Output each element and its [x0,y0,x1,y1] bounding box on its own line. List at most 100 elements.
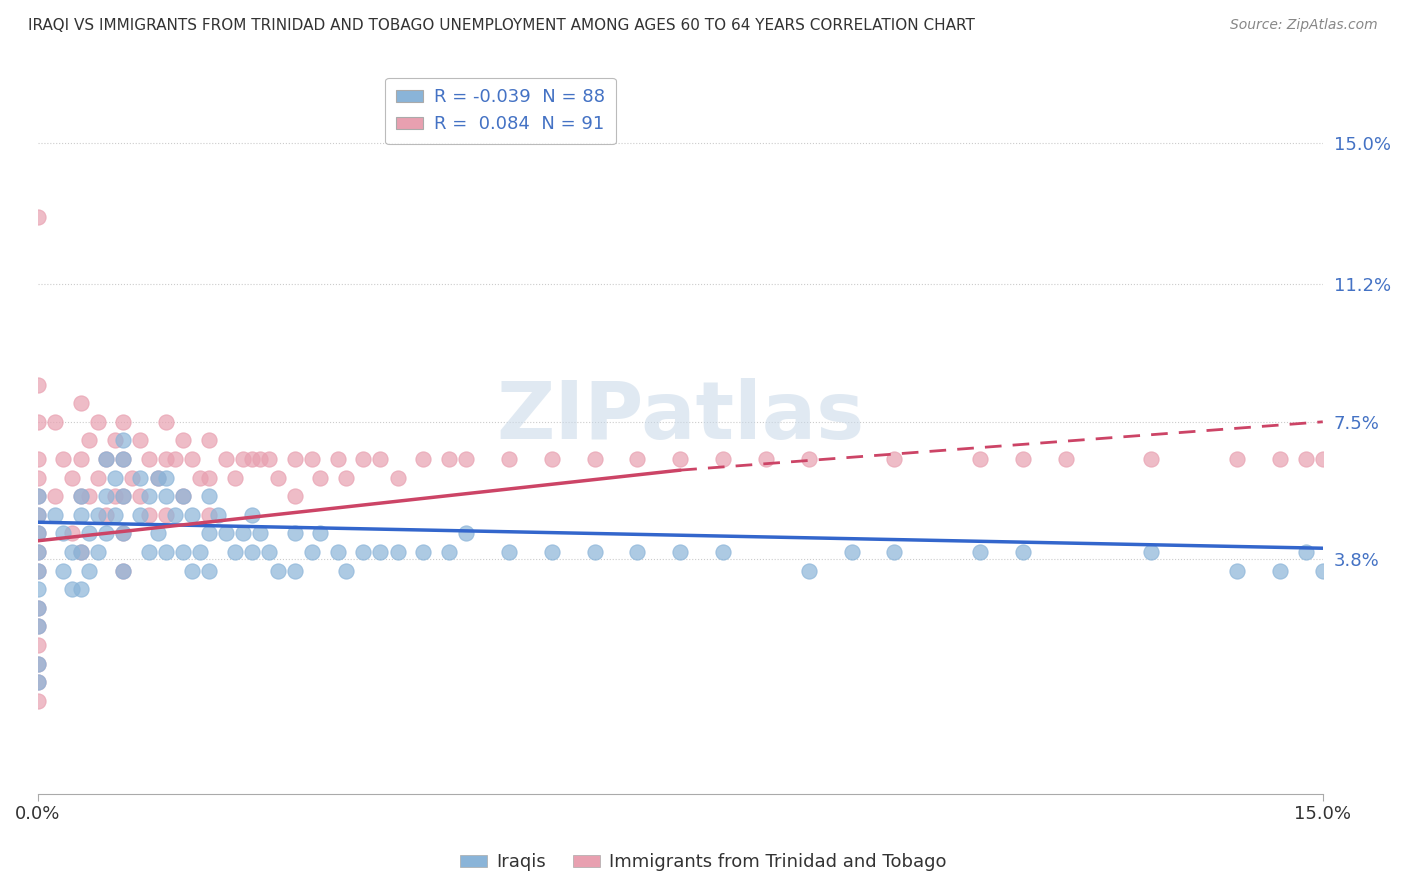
Point [1226,452,1249,467]
Point [797,564,820,578]
Point [69,508,91,522]
Point [309,470,332,484]
Point [96,526,118,541]
Point [112,489,135,503]
Point [27,657,49,671]
Point [52,526,75,541]
Point [498,545,520,559]
Point [163,452,186,467]
Point [224,545,246,559]
Point [112,434,135,448]
Point [146,526,169,541]
Point [215,452,238,467]
Point [1054,452,1077,467]
Point [1268,564,1291,578]
Point [240,508,263,522]
Point [240,545,263,559]
Point [198,489,221,503]
Point [412,452,434,467]
Point [883,545,905,559]
Point [27,564,49,578]
Text: Source: ZipAtlas.com: Source: ZipAtlas.com [1230,18,1378,32]
Point [155,508,177,522]
Point [412,545,434,559]
Point [77,434,100,448]
Point [240,452,263,467]
Point [112,415,135,429]
Point [52,452,75,467]
Point [370,545,392,559]
Point [711,452,734,467]
Point [198,564,221,578]
Point [104,470,127,484]
Point [27,526,49,541]
Point [69,396,91,410]
Point [249,452,271,467]
Point [498,452,520,467]
Point [326,452,349,467]
Point [121,470,143,484]
Legend: Iraqis, Immigrants from Trinidad and Tobago: Iraqis, Immigrants from Trinidad and Tob… [453,847,953,879]
Point [27,675,49,690]
Point [198,470,221,484]
Point [163,508,186,522]
Point [626,545,648,559]
Point [232,526,254,541]
Point [27,452,49,467]
Point [69,545,91,559]
Point [755,452,778,467]
Point [77,489,100,503]
Point [138,545,160,559]
Point [172,434,194,448]
Point [44,415,66,429]
Point [112,526,135,541]
Point [266,470,288,484]
Point [180,564,202,578]
Point [112,526,135,541]
Point [454,526,477,541]
Point [112,452,135,467]
Point [198,526,221,541]
Point [104,508,127,522]
Point [138,489,160,503]
Point [841,545,863,559]
Point [155,545,177,559]
Point [27,638,49,652]
Point [96,508,118,522]
Point [27,619,49,633]
Point [1012,452,1035,467]
Point [27,508,49,522]
Point [352,545,374,559]
Point [301,452,323,467]
Point [112,489,135,503]
Point [1226,564,1249,578]
Point [335,470,357,484]
Point [27,508,49,522]
Point [77,526,100,541]
Point [129,470,152,484]
Point [387,470,409,484]
Point [266,564,288,578]
Point [284,452,307,467]
Point [1140,545,1163,559]
Point [96,452,118,467]
Point [883,452,905,467]
Point [172,489,194,503]
Point [249,526,271,541]
Point [60,545,83,559]
Point [284,489,307,503]
Point [1295,452,1317,467]
Point [138,452,160,467]
Point [60,470,83,484]
Point [215,526,238,541]
Text: ZIPatlas: ZIPatlas [496,377,865,456]
Point [583,545,606,559]
Point [86,545,108,559]
Point [69,452,91,467]
Point [172,489,194,503]
Point [27,211,49,225]
Text: IRAQI VS IMMIGRANTS FROM TRINIDAD AND TOBAGO UNEMPLOYMENT AMONG AGES 60 TO 64 YE: IRAQI VS IMMIGRANTS FROM TRINIDAD AND TO… [28,18,974,33]
Point [129,508,152,522]
Point [155,452,177,467]
Point [129,434,152,448]
